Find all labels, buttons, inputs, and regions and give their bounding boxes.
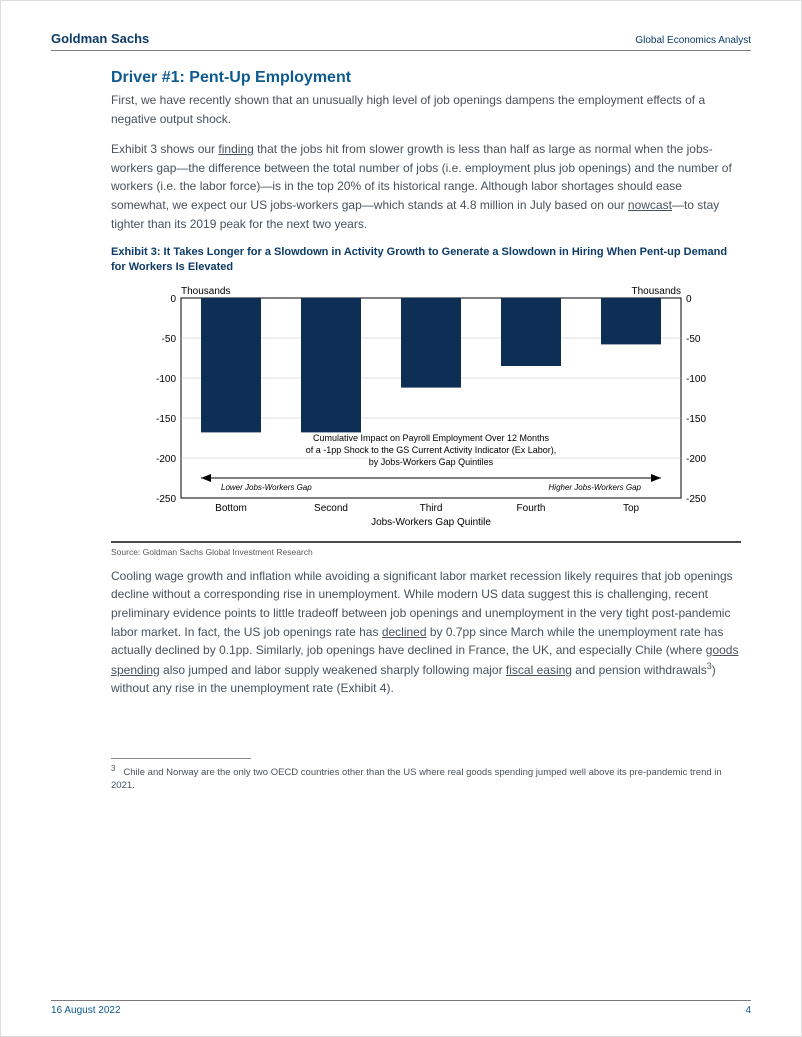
doc-type-text: Global Economics Analyst [635,35,751,46]
svg-text:by Jobs-Workers Gap Quintiles: by Jobs-Workers Gap Quintiles [369,457,494,467]
svg-text:-100: -100 [686,374,706,385]
page-root: Goldman Sachs Global Economics Analyst D… [1,1,801,1036]
svg-text:-100: -100 [156,374,176,385]
page-header: Goldman Sachs Global Economics Analyst [51,31,751,51]
svg-text:-150: -150 [686,414,706,425]
svg-text:-250: -250 [156,494,176,505]
footnote-3: 3 Chile and Norway are the only two OECD… [111,763,741,793]
link-declined[interactable]: declined [382,625,427,639]
footer-date: 16 August 2022 [51,1005,121,1016]
link-nowcast[interactable]: nowcast [628,198,672,212]
bar-chart: Thousands Thousands 0 0 -50 -50 -100 -100 -… [111,283,751,543]
page-footer: 16 August 2022 4 [51,1000,751,1016]
chart-container: Thousands Thousands 0 0 -50 -50 -100 -100 -… [111,283,741,543]
chart-source: Source: Goldman Sachs Global Investment … [111,547,741,557]
svg-text:Third: Third [420,503,443,514]
svg-text:-200: -200 [156,454,176,465]
footnote-num: 3 [111,764,115,773]
brand-text: Goldman Sachs [51,31,149,46]
paragraph-3: Cooling wage growth and inflation while … [111,567,741,698]
p3-d: and pension withdrawals [572,663,707,677]
svg-text:Higher Jobs-Workers Gap: Higher Jobs-Workers Gap [549,483,642,492]
svg-text:Fourth: Fourth [517,503,546,514]
svg-text:-200: -200 [686,454,706,465]
svg-text:of a -1pp Shock to the GS Curr: of a -1pp Shock to the GS Current Activi… [306,445,557,455]
svg-text:-250: -250 [686,494,706,505]
svg-text:0: 0 [686,294,692,305]
left-axis-title: Thousands [181,286,230,297]
section-title: Driver #1: Pent-Up Employment [111,69,741,87]
right-axis-title: Thousands [632,286,681,297]
footnote-rule [111,758,251,759]
content-area: Driver #1: Pent-Up Employment First, we … [51,69,751,992]
svg-text:-50: -50 [162,334,177,345]
svg-text:-150: -150 [156,414,176,425]
exhibit-title: Exhibit 3: It Takes Longer for a Slowdow… [111,245,741,275]
footer-page: 4 [745,1005,751,1016]
svg-text:Second: Second [314,503,348,514]
footnote-text: Chile and Norway are the only two OECD c… [111,767,722,791]
p3-c: also jumped and labor supply weakened sh… [160,663,506,677]
svg-text:Top: Top [623,503,640,514]
link-finding[interactable]: finding [218,142,253,156]
paragraph-1: First, we have recently shown that an un… [111,91,741,128]
link-fiscal-easing[interactable]: fiscal easing [506,663,572,677]
svg-text:-50: -50 [686,334,701,345]
svg-text:Lower Jobs-Workers Gap: Lower Jobs-Workers Gap [221,483,312,492]
svg-text:Cumulative Impact on Payroll E: Cumulative Impact on Payroll Employment … [313,433,550,443]
svg-text:Bottom: Bottom [215,503,247,514]
svg-text:0: 0 [170,294,176,305]
svg-text:Jobs-Workers Gap Quintile: Jobs-Workers Gap Quintile [371,517,491,528]
paragraph-2: Exhibit 3 shows our finding that the job… [111,140,741,233]
p2-a: Exhibit 3 shows our [111,142,218,156]
